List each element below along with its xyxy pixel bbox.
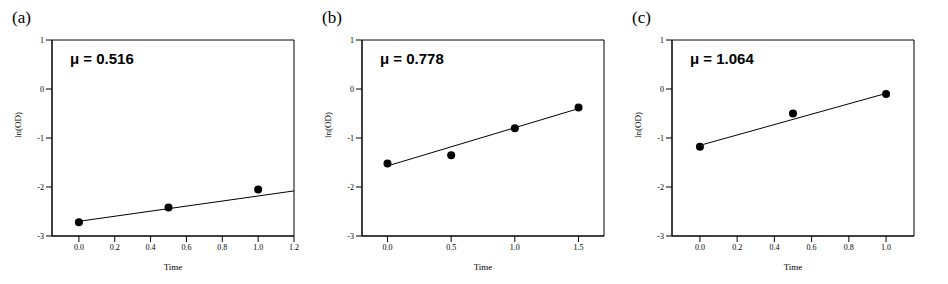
- svg-text:-3: -3: [347, 232, 354, 241]
- svg-text:-3: -3: [37, 232, 44, 241]
- svg-text:Time: Time: [164, 262, 183, 272]
- svg-text:0.2: 0.2: [110, 243, 120, 252]
- svg-text:1: 1: [40, 36, 44, 45]
- svg-text:0.6: 0.6: [181, 243, 191, 252]
- svg-text:Time: Time: [474, 262, 493, 272]
- svg-text:0.4: 0.4: [146, 243, 156, 252]
- svg-text:0.5: 0.5: [446, 243, 456, 252]
- svg-text:0.4: 0.4: [769, 243, 779, 252]
- svg-text:-2: -2: [37, 183, 44, 192]
- svg-text:-1: -1: [37, 134, 44, 143]
- svg-text:1: 1: [350, 36, 354, 45]
- svg-text:0.2: 0.2: [732, 243, 742, 252]
- svg-text:-1: -1: [347, 134, 354, 143]
- html-text:(b): (b): [322, 8, 342, 27]
- svg-text:ln(OD): ln(OD): [13, 112, 23, 138]
- html-text:(a): (a): [12, 8, 31, 27]
- svg-text:1.0: 1.0: [881, 243, 891, 252]
- svg-text:1.2: 1.2: [289, 243, 299, 252]
- svg-text:ln(OD): ln(OD): [323, 112, 333, 138]
- svg-text:ln(OD): ln(OD): [633, 112, 643, 138]
- svg-text:1: 1: [660, 36, 664, 45]
- svg-text:Time: Time: [784, 262, 803, 272]
- svg-text:0.0: 0.0: [382, 243, 392, 252]
- svg-text:-1: -1: [657, 134, 664, 143]
- svg-text:-3: -3: [657, 232, 664, 241]
- html-text:μ = 0.516: μ = 0.516: [70, 50, 134, 67]
- svg-text:0.8: 0.8: [844, 243, 854, 252]
- html-text:μ = 1.064: μ = 1.064: [690, 50, 754, 67]
- svg-text:1.0: 1.0: [510, 243, 520, 252]
- svg-text:0.0: 0.0: [74, 243, 84, 252]
- svg-text:0.0: 0.0: [695, 243, 705, 252]
- svg-text:0.8: 0.8: [217, 243, 227, 252]
- svg-text:1.0: 1.0: [253, 243, 263, 252]
- html-text:(c): (c): [632, 8, 651, 27]
- html-text:μ = 0.778: μ = 0.778: [380, 50, 444, 67]
- svg-text:0: 0: [660, 85, 664, 94]
- svg-text:-2: -2: [657, 183, 664, 192]
- svg-text:0.6: 0.6: [807, 243, 817, 252]
- svg-text:0: 0: [350, 85, 354, 94]
- svg-text:0: 0: [40, 85, 44, 94]
- svg-text:-2: -2: [347, 183, 354, 192]
- svg-text:1.5: 1.5: [574, 243, 584, 252]
